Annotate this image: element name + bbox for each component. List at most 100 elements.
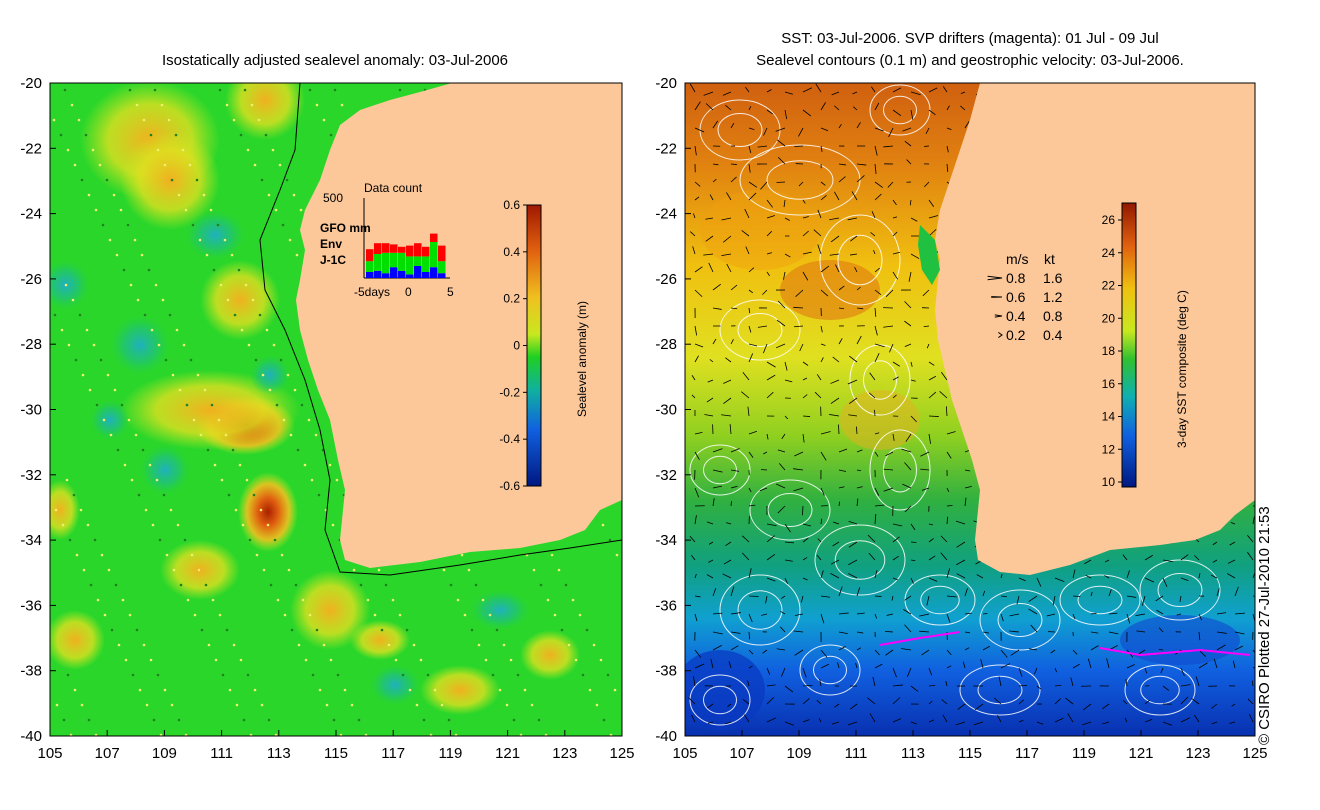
velocity-arrow (802, 433, 805, 443)
velocity-arrow (802, 684, 813, 687)
velocity-arrow (850, 703, 858, 710)
track-dot (267, 193, 271, 197)
track-dot (151, 523, 155, 527)
velocity-arrow (1054, 577, 1065, 582)
track-dot (186, 598, 190, 602)
velocity-arrow (704, 414, 714, 417)
track-dot (488, 613, 492, 617)
sst-colorbar-tick-label: 18 (1102, 344, 1116, 358)
sealevel-contour (883, 95, 917, 125)
sealevel-contour (883, 447, 917, 493)
right-x-tick-label: 119 (1072, 745, 1096, 762)
velocity-arrow (694, 573, 697, 579)
left-y-tick-label: -22 (20, 140, 42, 157)
track-dot (96, 598, 100, 602)
left-y-tick-label: -36 (20, 597, 42, 614)
track-dot (592, 643, 596, 647)
velocity-arrow (1054, 698, 1061, 705)
velocity-arrow (874, 570, 878, 579)
velocity-arrow (910, 253, 920, 260)
velocity-arrow (1229, 541, 1236, 546)
velocity-arrow (1018, 667, 1023, 677)
inset-xlabel-start: -5days (354, 285, 390, 299)
track-dot (523, 688, 527, 692)
velocity-arrow (689, 83, 696, 93)
track-dot (470, 628, 474, 632)
velocity-arrow (721, 253, 732, 257)
velocity-arrow (980, 659, 984, 669)
velocity-arrow (849, 253, 858, 256)
track-dot (615, 553, 619, 557)
speed-legend-kt: 1.6 (1043, 270, 1063, 286)
track-dot (283, 613, 287, 617)
velocity-arrow (1082, 721, 1092, 726)
velocity-arrow (829, 217, 840, 221)
track-dot (88, 388, 92, 392)
track-dot (261, 373, 265, 377)
track-dot (357, 718, 361, 722)
velocity-arrow (892, 667, 897, 678)
velocity-arrow (748, 353, 754, 363)
track-dot (77, 118, 81, 122)
inset-bar-j1c (374, 270, 382, 278)
velocity-arrow (856, 469, 862, 472)
velocity-arrow (964, 612, 972, 615)
velocity-arrow (730, 485, 738, 489)
velocity-arrow (766, 361, 776, 368)
velocity-arrow (1194, 714, 1200, 723)
velocity-arrow (928, 719, 935, 723)
velocity-arrow (874, 343, 885, 348)
velocity-arrow (813, 229, 822, 237)
velocity-arrow (1226, 573, 1236, 579)
track-dot (75, 553, 79, 557)
track-dot (315, 628, 319, 632)
sla-colorbar-tick-label: 0 (513, 339, 520, 353)
sla-colorbar-tick-label: 0.2 (503, 292, 520, 306)
velocity-arrow (1102, 721, 1110, 725)
velocity-arrow (1212, 541, 1218, 546)
velocity-arrow (1247, 534, 1254, 543)
track-dot (134, 433, 138, 437)
track-dot (218, 88, 222, 92)
velocity-arrow (745, 246, 750, 255)
track-dot (135, 628, 139, 632)
track-dot (135, 103, 139, 107)
velocity-arrow (815, 83, 822, 93)
sealevel-contour (814, 524, 906, 596)
track-dot (259, 508, 263, 512)
velocity-arrow (883, 468, 894, 471)
velocity-arrow (703, 253, 714, 256)
velocity-arrow (741, 391, 750, 399)
velocity-arrow (905, 433, 912, 442)
velocity-arrow (848, 573, 858, 579)
track-dot (199, 433, 203, 437)
velocity-arrow (1108, 612, 1118, 615)
velocity-arrow (706, 521, 714, 525)
inset-bar-env (398, 252, 406, 271)
velocity-arrow (820, 181, 826, 186)
velocity-arrow (1126, 595, 1137, 598)
velocity-arrow (694, 355, 699, 363)
velocity-arrow (728, 661, 732, 669)
track-dot (484, 658, 488, 662)
velocity-arrow (838, 307, 845, 310)
velocity-arrow (1247, 551, 1254, 561)
velocity-arrow (838, 586, 843, 597)
track-dot (119, 208, 123, 212)
track-dot (79, 508, 83, 512)
track-dot (608, 538, 612, 542)
velocity-arrow (955, 520, 966, 525)
track-dot (606, 673, 610, 677)
track-dot (581, 673, 585, 677)
track-dot (474, 583, 478, 587)
track-dot (126, 223, 130, 227)
track-dot (61, 523, 65, 527)
sealevel-contour (849, 344, 911, 416)
track-dot (237, 268, 241, 272)
track-dot (205, 253, 209, 257)
velocity-arrow (848, 414, 858, 417)
velocity-arrow (926, 343, 930, 349)
track-dot (158, 538, 162, 542)
velocity-arrow (784, 217, 790, 221)
velocity-arrow (730, 501, 732, 507)
